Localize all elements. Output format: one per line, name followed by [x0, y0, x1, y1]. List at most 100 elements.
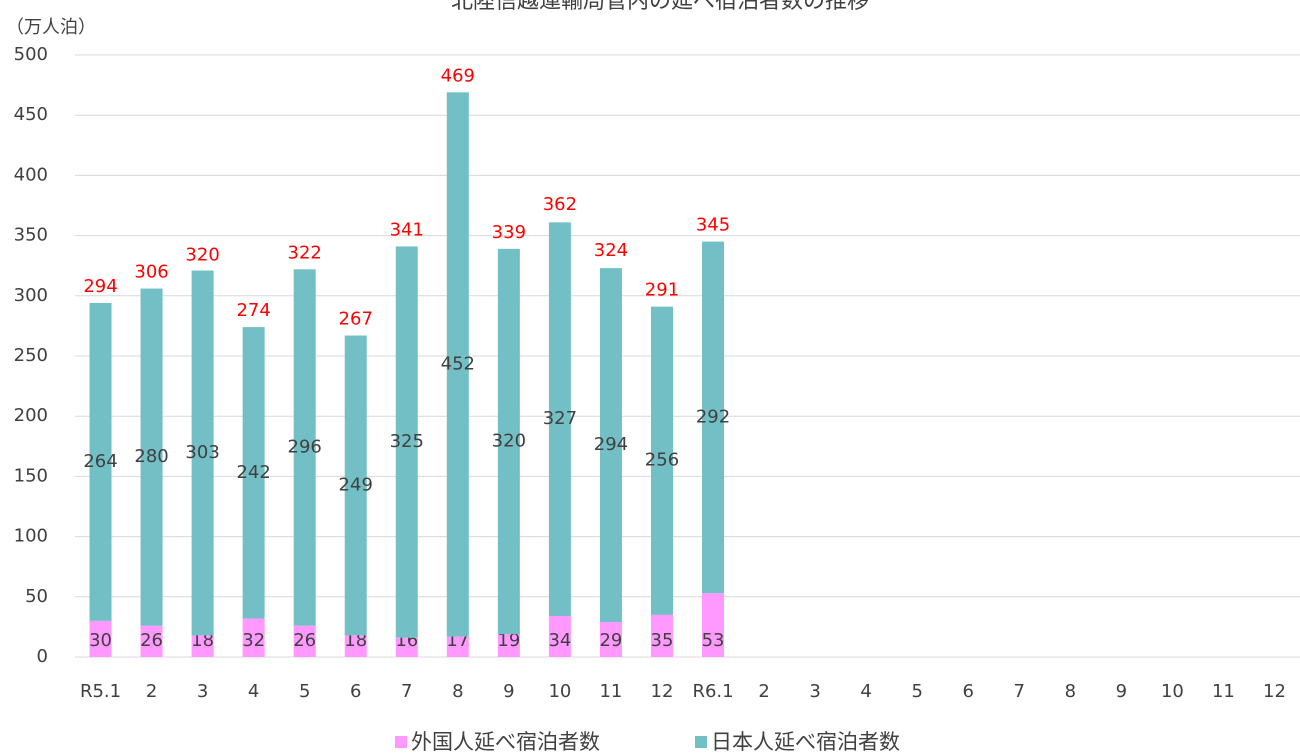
total-label: 339 — [492, 222, 526, 243]
bar-segment — [548, 222, 571, 617]
bar-segment — [395, 637, 418, 657]
data-label: 320 — [492, 430, 526, 451]
bar-segment — [599, 622, 622, 657]
x-tick-label: 2 — [146, 681, 157, 702]
y-tick-label: 500 — [14, 44, 48, 65]
data-label: 19 — [497, 630, 520, 651]
y-tick-label: 250 — [14, 345, 48, 366]
bar-segment — [650, 614, 673, 657]
bar-segment — [650, 306, 673, 615]
data-label: 30 — [89, 630, 112, 651]
y-axis-label: （万人泊） — [6, 17, 96, 38]
chart-title: 北陸信越運輸局管内の延べ宿泊者数の推移 — [451, 0, 869, 14]
x-tick-label: 6 — [963, 681, 974, 702]
data-label: 26 — [140, 630, 163, 651]
x-tick-label: 7 — [401, 681, 412, 702]
x-tick-label: 7 — [1014, 681, 1025, 702]
bar-segment — [191, 635, 214, 657]
x-tick-label: 8 — [1065, 681, 1076, 702]
total-label: 322 — [288, 242, 322, 263]
y-tick-label: 50 — [25, 586, 48, 607]
x-tick-label: 11 — [599, 681, 622, 702]
x-tick-label: 2 — [758, 681, 769, 702]
x-tick-label: 6 — [350, 681, 361, 702]
bar-segment — [702, 241, 725, 594]
data-label: 32 — [242, 630, 265, 651]
total-label: 362 — [543, 194, 577, 215]
bar-segment — [395, 246, 418, 638]
data-label: 452 — [441, 353, 475, 374]
total-label: 341 — [390, 219, 424, 240]
total-label: 291 — [645, 280, 679, 301]
y-tick-label: 200 — [14, 405, 48, 426]
bar-segment — [599, 268, 622, 623]
legend-swatch — [695, 736, 707, 748]
x-tick-label: 5 — [299, 681, 310, 702]
data-label: 325 — [390, 431, 424, 452]
x-tick-label: 9 — [1116, 681, 1127, 702]
x-tick-label: 11 — [1212, 681, 1235, 702]
bar-segment — [191, 270, 214, 636]
bar-segment — [446, 92, 469, 637]
total-label: 267 — [339, 309, 373, 330]
total-label: 306 — [134, 262, 168, 283]
y-tick-label: 150 — [14, 465, 48, 486]
bar-segment — [140, 625, 163, 657]
total-label: 345 — [696, 215, 730, 236]
y-tick-label: 400 — [14, 164, 48, 185]
data-label: 280 — [134, 446, 168, 467]
x-tick-label: 9 — [503, 681, 514, 702]
bar-segment — [89, 303, 112, 621]
total-label: 469 — [441, 65, 475, 86]
bar-segment — [242, 327, 265, 619]
x-tick-label: 12 — [651, 681, 674, 702]
data-label: 294 — [594, 434, 628, 455]
total-label: 324 — [594, 240, 628, 261]
bar-segment — [242, 618, 265, 657]
y-tick-label: 0 — [37, 646, 48, 667]
total-label: 320 — [185, 245, 219, 266]
data-label: 264 — [83, 451, 117, 472]
x-tick-label: 8 — [452, 681, 463, 702]
data-label: 29 — [599, 630, 622, 651]
bar-segment — [89, 620, 112, 657]
data-label: 35 — [651, 630, 674, 651]
data-label: 292 — [696, 406, 730, 427]
x-tick-label: 3 — [809, 681, 820, 702]
x-tick-label: 12 — [1263, 681, 1286, 702]
y-tick-label: 300 — [14, 285, 48, 306]
x-tick-label: 10 — [1161, 681, 1184, 702]
data-label: 303 — [185, 442, 219, 463]
legend-label: 日本人延べ宿泊者数 — [711, 730, 900, 754]
legend-swatch — [395, 736, 407, 748]
bar-segment — [548, 616, 571, 657]
total-label: 274 — [236, 300, 270, 321]
y-tick-label: 450 — [14, 104, 48, 125]
bar-segment — [497, 248, 520, 635]
data-label: 34 — [548, 630, 571, 651]
x-tick-label: 4 — [248, 681, 259, 702]
y-tick-label: 350 — [14, 225, 48, 246]
x-tick-label: R5.1 — [80, 681, 121, 702]
data-label: 242 — [236, 462, 270, 483]
data-label: 256 — [645, 450, 679, 471]
data-label: 296 — [288, 437, 322, 458]
bar-segment — [293, 269, 316, 626]
x-tick-label: 4 — [860, 681, 871, 702]
bar-segment — [293, 625, 316, 657]
bar-segment — [702, 593, 725, 657]
data-label: 249 — [339, 474, 373, 495]
bar-segment — [497, 634, 520, 657]
data-label: 53 — [702, 630, 725, 651]
legend-label: 外国人延べ宿泊者数 — [411, 730, 600, 754]
bar-segment — [140, 288, 163, 626]
data-label: 327 — [543, 408, 577, 429]
x-tick-label: 10 — [548, 681, 571, 702]
x-tick-label: 3 — [197, 681, 208, 702]
y-tick-label: 100 — [14, 526, 48, 547]
x-tick-label: 5 — [911, 681, 922, 702]
x-tick-label: R6.1 — [692, 681, 733, 702]
bar-segment — [446, 636, 469, 657]
bar-segment — [344, 635, 367, 657]
